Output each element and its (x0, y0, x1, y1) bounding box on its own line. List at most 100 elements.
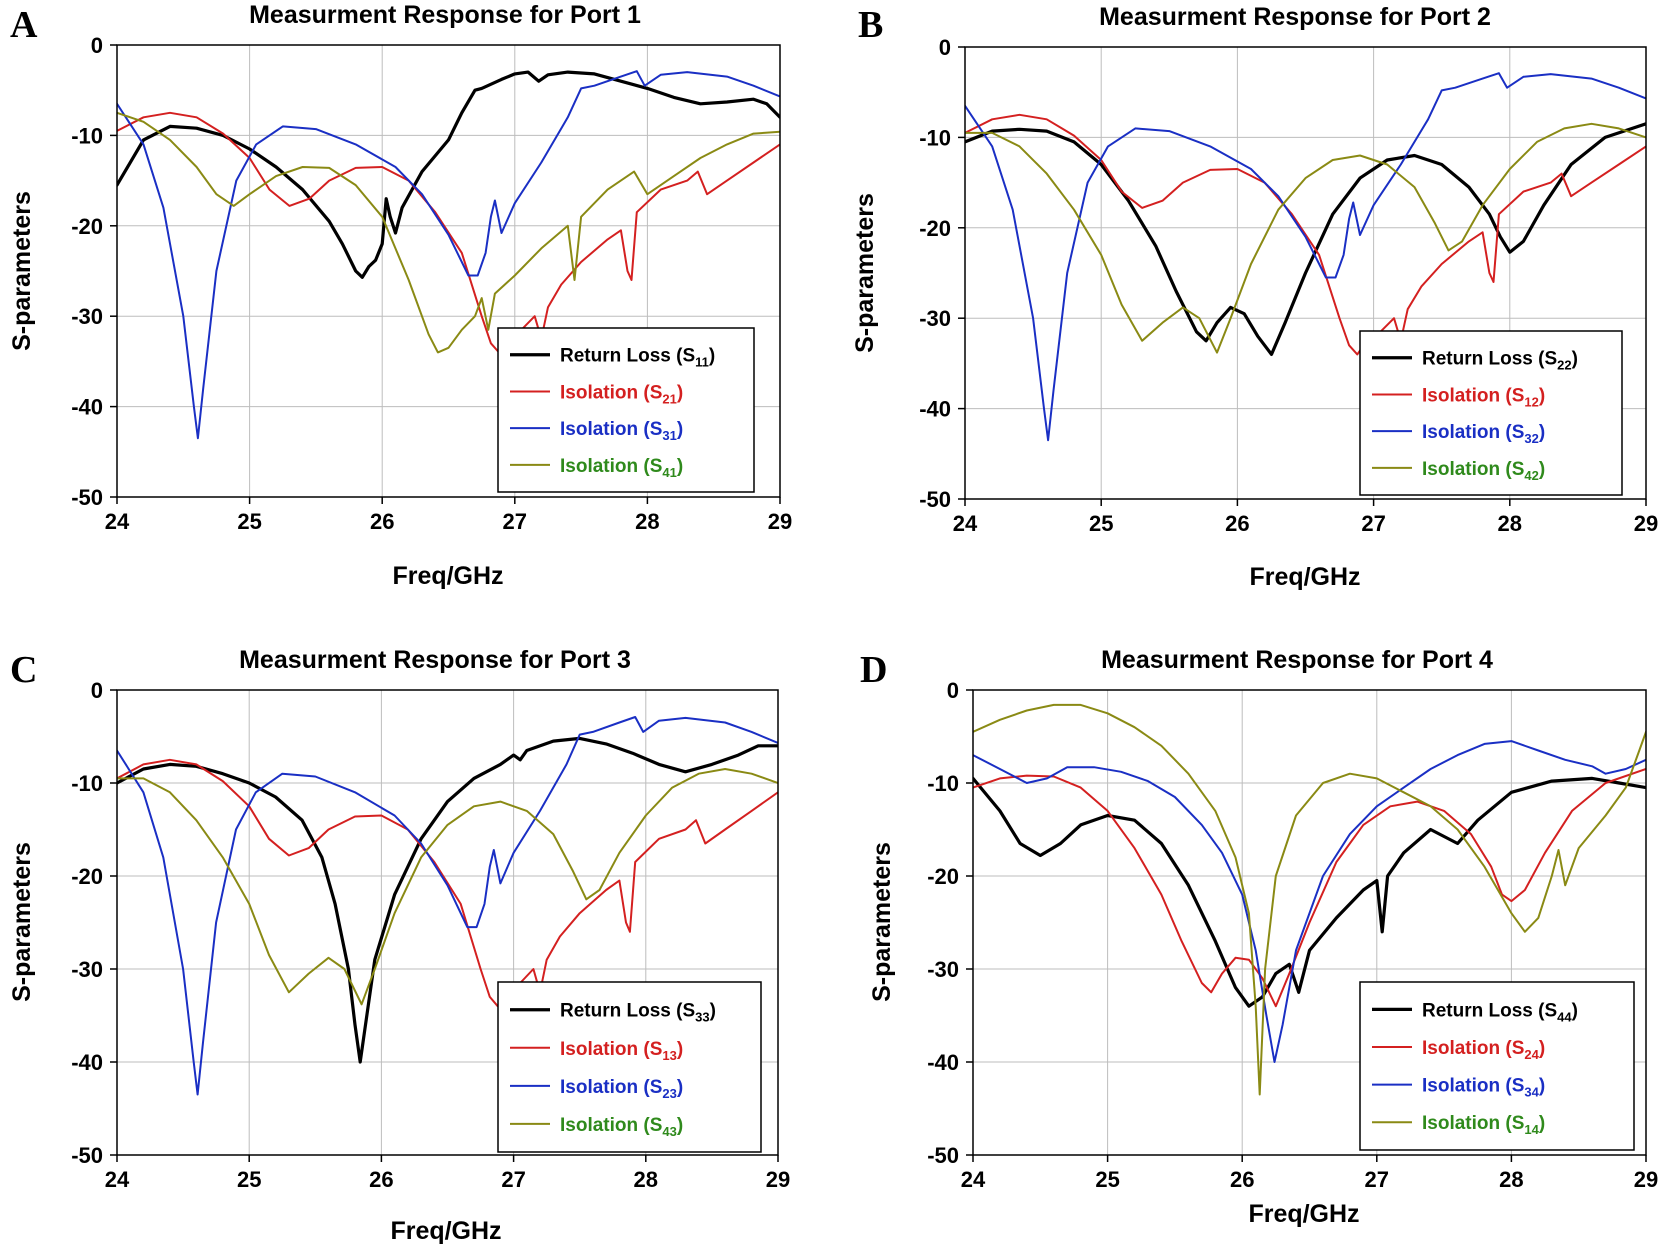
legend-entry: Isolation (S42) (1422, 459, 1545, 483)
legend-text: Isolation (S (560, 1115, 662, 1136)
legend-text: Return Loss (S (560, 1001, 695, 1022)
chart-title: Measurment Response for Port 3 (239, 646, 631, 674)
legend-text: Isolation (S (560, 456, 662, 477)
x-tick-label: 24 (961, 1167, 986, 1192)
legend-text: Isolation (S (560, 1077, 662, 1098)
legend-entry: Isolation (S41) (560, 456, 683, 480)
x-tick-label: 25 (1089, 511, 1113, 536)
legend-close: ) (1539, 459, 1545, 480)
x-tick-label: 26 (369, 1167, 393, 1192)
y-tick-label: 0 (91, 33, 103, 58)
legend-subscript: 22 (1557, 358, 1571, 373)
legend-close: ) (1539, 422, 1545, 443)
legend-close: ) (1539, 385, 1545, 406)
y-tick-label: -40 (927, 1050, 959, 1075)
x-tick-label: 27 (1361, 511, 1385, 536)
legend-close: ) (677, 419, 683, 440)
legend-close: ) (710, 1001, 716, 1022)
legend-entry: Return Loss (S33) (560, 1001, 716, 1025)
series-line-isolation-3 (117, 768, 778, 1006)
y-tick-label: -20 (71, 864, 103, 889)
y-tick-label: -50 (927, 1143, 959, 1168)
legend-close: ) (677, 1077, 683, 1098)
x-tick-label: 24 (105, 509, 130, 534)
legend-text: Return Loss (S (1422, 349, 1557, 370)
legend-subscript: 43 (662, 1124, 676, 1139)
legend-entry: Isolation (S31) (560, 419, 683, 443)
x-tick-label: 29 (768, 509, 792, 534)
y-axis-label: S-parameters (851, 193, 879, 353)
legend-text: Isolation (S (1422, 385, 1524, 406)
legend-entry: Isolation (S23) (560, 1077, 683, 1101)
y-tick-label: -40 (71, 1050, 103, 1075)
legend-entry: Isolation (S14) (1422, 1113, 1545, 1137)
panel-label: C (10, 649, 37, 691)
y-tick-label: -10 (71, 123, 103, 148)
y-tick-label: -10 (927, 771, 959, 796)
y-tick-label: -40 (71, 395, 103, 420)
y-tick-label: -30 (71, 304, 103, 329)
x-tick-label: 28 (1499, 1167, 1523, 1192)
series-line-isolation-1 (973, 768, 1646, 1008)
x-axis-label: Freq/GHz (1248, 1200, 1359, 1228)
legend-entry: Isolation (S34) (1422, 1076, 1545, 1100)
x-axis-label: Freq/GHz (392, 562, 503, 590)
y-tick-label: -30 (71, 957, 103, 982)
y-axis-label: S-parameters (868, 842, 896, 1002)
legend-subscript: 41 (662, 465, 676, 480)
y-tick-label: 0 (91, 678, 103, 703)
x-tick-label: 27 (503, 509, 527, 534)
legend-text: Isolation (S (1422, 422, 1524, 443)
legend: Return Loss (S33)Isolation (S13)Isolatio… (497, 981, 762, 1153)
panel-label: D (860, 649, 887, 691)
y-tick-label: -30 (927, 957, 959, 982)
y-tick-label: -40 (919, 397, 951, 422)
legend-text: Isolation (S (560, 1039, 662, 1060)
x-tick-label: 26 (1230, 1167, 1254, 1192)
legend-close: ) (677, 1039, 683, 1060)
x-tick-label: 28 (635, 509, 659, 534)
y-tick-label: -20 (71, 214, 103, 239)
legend-text: Isolation (S (560, 419, 662, 440)
x-axis-label: Freq/GHz (1249, 563, 1360, 591)
legend-text: Isolation (S (560, 382, 662, 403)
y-axis-label: S-parameters (8, 191, 36, 351)
x-tick-label: 26 (370, 509, 394, 534)
legend-close: ) (1539, 1113, 1545, 1134)
y-tick-label: 0 (947, 678, 959, 703)
legend-entry: Isolation (S13) (560, 1039, 683, 1063)
chart-title: Measurment Response for Port 1 (249, 1, 641, 29)
y-tick-label: -10 (71, 771, 103, 796)
legend-subscript: 33 (695, 1010, 709, 1025)
legend-subscript: 23 (662, 1086, 676, 1101)
x-tick-label: 26 (1225, 511, 1249, 536)
series-line-isolation-2 (117, 716, 778, 1096)
chart-panel-b: 24 25 26 27 28 29 0 -10 -20 -30 -40 -50 Measurment R… (851, 3, 1658, 591)
y-tick-label: -50 (71, 485, 103, 510)
y-tick-label: -10 (919, 125, 951, 150)
panel-label: B (858, 4, 883, 46)
legend-entry: Isolation (S12) (1422, 385, 1545, 409)
x-tick-label: 25 (237, 1167, 261, 1192)
chart-title: Measurment Response for Port 2 (1099, 3, 1491, 31)
x-tick-label: 29 (1634, 1167, 1658, 1192)
series-line-return-loss (965, 122, 1646, 356)
x-tick-label: 28 (634, 1167, 658, 1192)
legend-text: Isolation (S (1422, 459, 1524, 480)
plot-frame (972, 689, 1647, 1156)
x-axis-label: Freq/GHz (390, 1217, 501, 1245)
series-line-return-loss (117, 736, 778, 1064)
panel-label: A (10, 4, 38, 46)
x-tick-label: 25 (1095, 1167, 1119, 1192)
legend-entry: Return Loss (S44) (1422, 1000, 1578, 1024)
legend-text: Isolation (S (1422, 1076, 1524, 1097)
series-line-isolation-3 (965, 122, 1646, 354)
x-tick-label: 29 (1634, 511, 1658, 536)
legend-subscript: 21 (662, 391, 676, 406)
series-line-isolation-3 (973, 703, 1646, 1096)
chart-panel-d: 24 25 26 27 28 29 0 -10 -20 -30 -40 -50 Measurment R… (860, 646, 1658, 1228)
legend-entry: Isolation (S21) (560, 382, 683, 406)
series-line-isolation-3 (117, 111, 780, 354)
legend-close: ) (1572, 1000, 1578, 1021)
